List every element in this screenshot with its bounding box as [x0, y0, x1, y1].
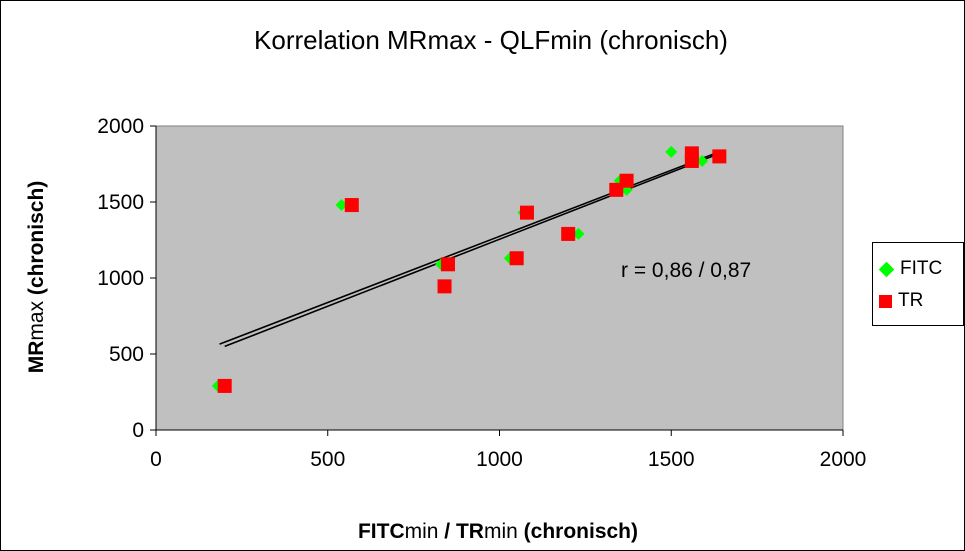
green-diamond-icon — [878, 261, 895, 277]
red-square-icon — [879, 294, 892, 308]
point-fitc — [335, 199, 348, 212]
y-tick-label: 500 — [109, 343, 144, 366]
trend-lines — [219, 150, 722, 348]
plot-area — [155, 125, 844, 431]
point-tr — [509, 251, 524, 266]
y-tick-label: 1500 — [97, 191, 144, 214]
y-tick-label: 1000 — [97, 267, 144, 290]
x-tick-label: 2000 — [820, 448, 867, 471]
point-tr — [619, 173, 634, 188]
legend-item-tr: TR — [879, 289, 923, 313]
point-tr — [437, 279, 452, 294]
x-tick-label: 500 — [310, 448, 345, 471]
point-tr — [561, 226, 576, 241]
point-tr — [712, 149, 727, 164]
x-tick-label: 0 — [150, 448, 162, 471]
point-fitc — [665, 145, 678, 158]
legend: FITC TR — [872, 242, 964, 326]
axes: 0 500 1000 1500 2000 0 500 1000 1500 2000 — [97, 115, 866, 471]
x-tick-label: 1500 — [648, 448, 695, 471]
legend-label-fitc: FITC — [900, 258, 943, 279]
point-tr — [344, 198, 359, 213]
chart-title: Korrelation MRmax - QLFmin (chronisch) — [254, 25, 728, 55]
point-tr — [519, 205, 534, 220]
data-points — [211, 145, 727, 393]
x-axis-label: FITCmin / TRmin (chronisch) — [358, 520, 638, 543]
point-fitc — [572, 227, 585, 240]
correlation-annotation: r = 0,86 / 0,87 — [621, 259, 751, 282]
x-tick-label: 1000 — [476, 448, 523, 471]
y-tick-label: 0 — [132, 419, 144, 442]
legend-item-fitc: FITC — [878, 257, 943, 281]
trend-line-tr — [219, 150, 722, 345]
point-tr — [440, 257, 455, 272]
point-tr — [217, 378, 232, 393]
trend-line-fitc — [224, 154, 717, 348]
point-fitc — [696, 154, 709, 167]
point-tr — [684, 153, 699, 168]
legend-label-tr: TR — [898, 290, 924, 311]
y-tick-label: 2000 — [97, 115, 144, 138]
y-axis-label: MRmax (chronisch) — [25, 181, 48, 374]
